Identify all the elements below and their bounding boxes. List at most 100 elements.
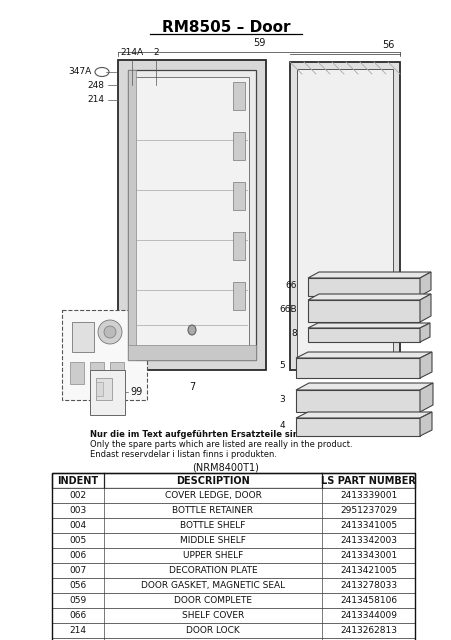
Bar xyxy=(135,77,249,353)
Polygon shape xyxy=(419,272,430,296)
Text: 2413344009: 2413344009 xyxy=(339,611,396,620)
Bar xyxy=(232,232,244,260)
Text: 2413339001: 2413339001 xyxy=(339,491,396,500)
Bar xyxy=(52,473,414,640)
Text: 2413421005: 2413421005 xyxy=(339,566,396,575)
Text: 56: 56 xyxy=(382,40,394,50)
Bar xyxy=(232,182,244,210)
Text: 5: 5 xyxy=(279,362,285,371)
Bar xyxy=(110,362,124,384)
Polygon shape xyxy=(307,294,430,300)
Text: 005: 005 xyxy=(69,536,87,545)
Bar xyxy=(52,488,414,503)
Text: 004: 004 xyxy=(69,521,87,530)
Bar xyxy=(295,390,419,412)
Bar xyxy=(52,623,414,638)
Text: 347A: 347A xyxy=(68,67,91,77)
Bar xyxy=(232,82,244,110)
Text: DOOR GASKET, MAGNETIC SEAL: DOOR GASKET, MAGNETIC SEAL xyxy=(141,581,285,590)
Text: 006: 006 xyxy=(69,551,87,560)
Text: LS PART NUMBER: LS PART NUMBER xyxy=(320,476,415,486)
Bar xyxy=(128,345,255,360)
Text: 7: 7 xyxy=(189,382,195,392)
Bar xyxy=(52,518,414,533)
Bar xyxy=(96,378,112,400)
Text: 248: 248 xyxy=(87,81,104,90)
Bar xyxy=(295,418,419,436)
Polygon shape xyxy=(295,383,432,390)
Polygon shape xyxy=(419,383,432,412)
Bar xyxy=(290,62,399,370)
Text: DESCRIPTION: DESCRIPTION xyxy=(176,476,249,486)
Text: 007: 007 xyxy=(69,566,87,575)
Text: 2413341005: 2413341005 xyxy=(339,521,396,530)
Text: 059: 059 xyxy=(69,596,87,605)
Text: 2413342003: 2413342003 xyxy=(339,536,396,545)
Bar xyxy=(52,563,414,578)
Bar xyxy=(52,608,414,623)
Bar xyxy=(62,310,147,400)
Bar xyxy=(70,362,84,384)
Text: 99: 99 xyxy=(130,387,142,397)
Bar xyxy=(128,70,255,360)
Text: Endast reservdelar i listan finns i produkten.: Endast reservdelar i listan finns i prod… xyxy=(90,450,276,459)
Polygon shape xyxy=(307,272,430,278)
Text: Only the spare parts which are listed are really in the product.: Only the spare parts which are listed ar… xyxy=(90,440,352,449)
Bar xyxy=(118,60,265,370)
Text: MIDDLE SHELF: MIDDLE SHELF xyxy=(179,536,245,545)
Text: 59: 59 xyxy=(252,38,265,48)
Bar xyxy=(296,69,392,363)
Circle shape xyxy=(104,326,116,338)
Text: 056: 056 xyxy=(69,581,87,590)
Bar xyxy=(52,473,414,488)
Text: (NRM8400T1): (NRM8400T1) xyxy=(192,463,259,473)
Polygon shape xyxy=(419,323,429,342)
Text: SHELF COVER: SHELF COVER xyxy=(181,611,244,620)
Text: DECORATION PLATE: DECORATION PLATE xyxy=(168,566,257,575)
Text: DOOR COMPLETE: DOOR COMPLETE xyxy=(174,596,252,605)
Polygon shape xyxy=(307,323,429,328)
Text: 214: 214 xyxy=(87,95,104,104)
Text: 003: 003 xyxy=(69,506,87,515)
Text: BOTTLE RETAINER: BOTTLE RETAINER xyxy=(172,506,253,515)
Bar xyxy=(232,132,244,160)
Text: 2951237029: 2951237029 xyxy=(339,506,396,515)
Text: 66: 66 xyxy=(285,280,296,289)
Text: RM8505 – Door: RM8505 – Door xyxy=(161,20,290,35)
Text: 066: 066 xyxy=(69,611,87,620)
Bar xyxy=(232,282,244,310)
Text: 2413458106: 2413458106 xyxy=(339,596,396,605)
Text: DOOR LOCK: DOOR LOCK xyxy=(186,626,239,635)
Text: 2: 2 xyxy=(153,48,158,57)
Bar xyxy=(307,328,419,342)
Text: COVER LEDGE, DOOR: COVER LEDGE, DOOR xyxy=(164,491,261,500)
Bar xyxy=(128,70,136,360)
Bar xyxy=(52,638,414,640)
Bar xyxy=(52,503,414,518)
Bar xyxy=(52,533,414,548)
Bar xyxy=(52,548,414,563)
Text: 2413278033: 2413278033 xyxy=(339,581,396,590)
Text: 002: 002 xyxy=(69,491,87,500)
Bar xyxy=(52,593,414,608)
Text: UPPER SHELF: UPPER SHELF xyxy=(183,551,243,560)
Polygon shape xyxy=(419,294,430,322)
Text: Nur die im Text aufgeführten Ersatzteile sind tatsächlich im Produkt.: Nur die im Text aufgeführten Ersatzteile… xyxy=(90,430,418,439)
Bar xyxy=(90,362,104,384)
Text: 66B: 66B xyxy=(279,305,296,314)
Text: 8: 8 xyxy=(290,330,296,339)
Bar xyxy=(72,322,94,352)
Bar xyxy=(307,278,419,296)
Text: 3: 3 xyxy=(279,394,285,403)
Bar xyxy=(90,370,125,415)
Bar xyxy=(52,578,414,593)
Text: INDENT: INDENT xyxy=(57,476,98,486)
Text: 214A: 214A xyxy=(120,48,143,57)
Ellipse shape xyxy=(188,325,196,335)
Polygon shape xyxy=(419,412,431,436)
Text: 2413262813: 2413262813 xyxy=(339,626,396,635)
Circle shape xyxy=(98,320,122,344)
Bar xyxy=(96,382,103,396)
Polygon shape xyxy=(295,412,431,418)
Text: 214: 214 xyxy=(69,626,86,635)
